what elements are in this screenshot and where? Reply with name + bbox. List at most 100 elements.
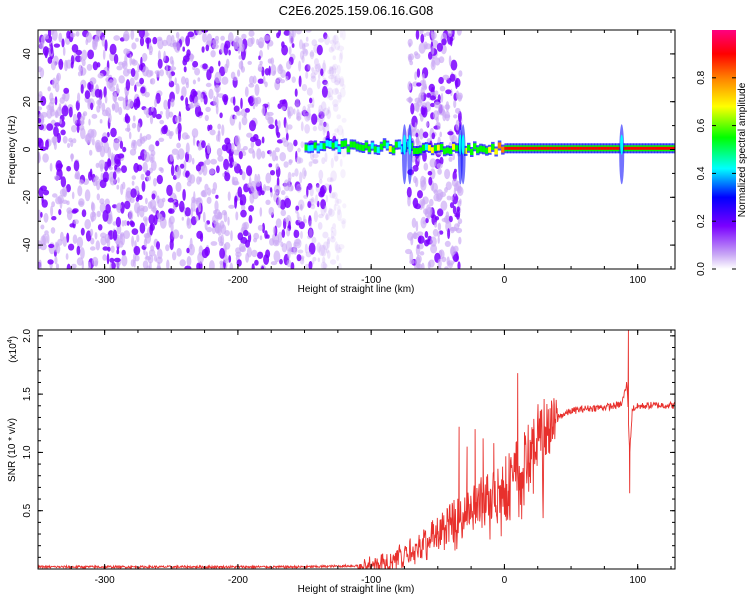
spectrogram-cell xyxy=(326,238,330,249)
spectrogram-cell xyxy=(257,224,264,231)
spectrogram-cell xyxy=(326,87,334,98)
spectrogram-cell xyxy=(208,168,215,175)
spectrogram-cell xyxy=(276,131,281,138)
spectrogram-cell xyxy=(233,105,240,113)
spectrogram-cell xyxy=(61,105,69,117)
spectrogram-cell xyxy=(124,200,131,210)
spectrogram-cell xyxy=(139,77,145,85)
spectrogram-cell xyxy=(304,243,308,254)
spectrogram-cell xyxy=(84,189,91,202)
spectrogram-cell xyxy=(329,192,336,199)
signal-core xyxy=(603,146,607,150)
spectrogram-cell xyxy=(184,265,192,269)
spectrogram-cell xyxy=(214,200,219,212)
spectrogram-cell xyxy=(299,171,303,184)
spectrogram-data xyxy=(38,30,675,269)
spectrogram-cell xyxy=(448,55,452,66)
spectrogram-cell xyxy=(311,236,317,244)
spectrogram-cell xyxy=(255,138,262,147)
spectrogram-cell xyxy=(249,120,256,132)
spectrogram-cell xyxy=(121,165,127,174)
signal-cell xyxy=(307,145,311,152)
spectrogram-cell xyxy=(419,30,424,35)
spectrogram-cell xyxy=(119,140,124,149)
spectrogram-cell xyxy=(244,108,250,113)
spectrogram-cell xyxy=(453,114,458,119)
signal-core xyxy=(519,146,523,150)
spectrogram-cell xyxy=(323,205,328,213)
spectrogram-cell xyxy=(426,92,431,98)
spectrogram-cell xyxy=(131,122,137,129)
signal-cell xyxy=(364,142,369,149)
spectrogram-cell xyxy=(191,157,195,165)
spectrogram-cell xyxy=(175,181,182,193)
spectrogram-cell xyxy=(452,205,457,215)
spectrogram-cell xyxy=(154,98,158,108)
spectrogram-cell xyxy=(328,95,334,101)
spectrogram-cell xyxy=(72,113,78,125)
spectrogram-cell xyxy=(248,205,255,212)
spectrogram-cell xyxy=(40,224,45,230)
spectrogram-cell xyxy=(328,184,332,194)
spectrogram-cell xyxy=(108,113,112,123)
spectrogram-cell xyxy=(427,261,431,269)
signal-core xyxy=(531,146,535,150)
spectrogram-cell xyxy=(326,109,332,120)
spectrogram-cell xyxy=(127,98,134,109)
spectrogram-cell xyxy=(270,170,275,176)
signal-core xyxy=(660,146,664,150)
spectrogram-cell xyxy=(201,46,205,53)
spectrogram-cell xyxy=(319,119,324,126)
spectrogram-cell xyxy=(110,245,115,253)
spectrogram-cell xyxy=(315,194,318,205)
spectrogram-cell xyxy=(172,251,177,261)
spectrogram-cell xyxy=(131,228,139,236)
spectrogram-cell xyxy=(293,108,296,115)
spectrogram-cell xyxy=(280,209,287,217)
spectrogram-cell xyxy=(101,109,109,117)
spectrogram-cell xyxy=(236,110,242,116)
spectrogram-cell xyxy=(422,150,427,162)
spectrogram-cell xyxy=(81,209,87,218)
spectrogram-cell xyxy=(92,38,96,50)
spectrogram-cell xyxy=(328,46,334,53)
y-tick-label: 1.5 xyxy=(22,387,33,401)
spectrogram-cell xyxy=(97,72,104,79)
spectrogram-cell xyxy=(208,88,214,100)
spectrogram-cell xyxy=(408,42,411,48)
spectrogram-cell xyxy=(42,189,50,196)
spectrogram-cell xyxy=(157,58,163,69)
spectrogram-cell xyxy=(223,158,230,171)
spectrogram-cell xyxy=(437,208,444,217)
signal-cell xyxy=(464,147,468,154)
spectrogram-cell xyxy=(212,38,219,45)
spectrogram-cell xyxy=(192,60,199,68)
spectrogram-cell xyxy=(412,197,419,209)
signal-cell xyxy=(415,148,420,154)
spectrogram-cell xyxy=(216,134,220,142)
spectrogram-cell xyxy=(332,88,339,95)
spectrogram-cell xyxy=(318,38,325,43)
spectrogram-cell xyxy=(140,173,145,181)
spectrogram-cell xyxy=(422,131,429,139)
spectrogram-cell xyxy=(293,229,300,239)
spectrogram-cell xyxy=(283,179,291,192)
signal-cell xyxy=(325,140,330,147)
signal-core xyxy=(597,146,601,150)
spectrogram-cell xyxy=(299,50,305,60)
spectrogram-cell xyxy=(308,198,314,203)
spectrogram-cell xyxy=(87,261,92,269)
spectrogram-cell xyxy=(301,167,307,180)
spectrogram-cell xyxy=(332,103,339,112)
spectrogram-cell xyxy=(213,209,218,215)
spectrogram-cell xyxy=(319,178,323,185)
spectrogram-cell xyxy=(117,96,125,102)
spectrogram-cell xyxy=(102,246,109,251)
signal-cell xyxy=(310,144,314,151)
spectrogram-cell xyxy=(425,121,429,128)
spectrogram-cell xyxy=(124,115,131,124)
spectrogram-cell xyxy=(89,246,96,251)
signal-cell xyxy=(452,143,456,150)
signal-cell xyxy=(412,148,417,154)
spectrogram-cell xyxy=(50,227,56,234)
